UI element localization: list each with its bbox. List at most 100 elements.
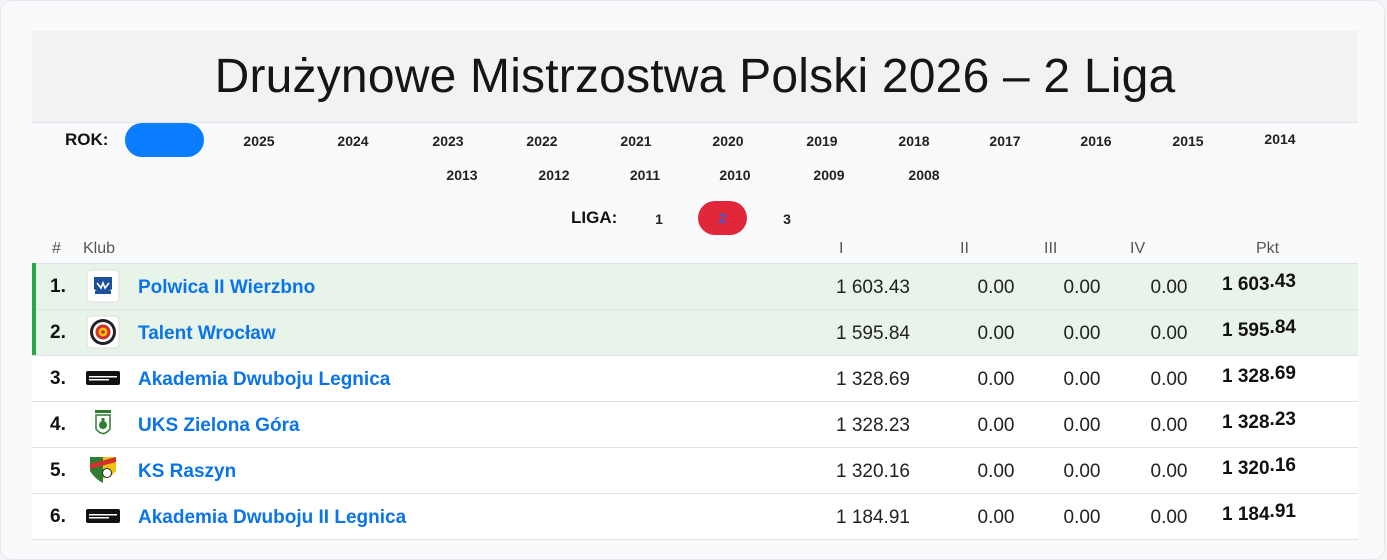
- year-label: ROK:: [65, 130, 109, 149]
- round-2-score: 0.00: [977, 369, 1015, 390]
- polwica-crest-icon: [86, 269, 120, 303]
- year-button-2013[interactable]: 2013: [446, 167, 478, 183]
- year-button-2021[interactable]: 2021: [620, 133, 652, 149]
- round-2-score: 0.00: [977, 507, 1015, 528]
- round-2-score: 0.00: [977, 277, 1015, 298]
- year-button-2010[interactable]: 2010: [719, 167, 751, 183]
- round-2-score: 0.00: [977, 323, 1015, 344]
- club-link[interactable]: Polwica II Wierzbno: [138, 277, 316, 298]
- points-integer: 1 595: [1222, 320, 1270, 341]
- standings-table: 1. Polwica II Wierzbno 1 603.43 0.00 0.0…: [32, 263, 1358, 540]
- archery-target-icon: [86, 315, 120, 349]
- club-link[interactable]: Akademia Dwuboju Legnica: [138, 369, 391, 390]
- year-button-2012[interactable]: 2012: [538, 167, 570, 183]
- league-button-2-selected[interactable]: 2: [698, 201, 747, 235]
- table-row: 2. Talent Wrocław 1 595.84 0.00 0.00 0.0…: [32, 309, 1358, 355]
- round-3-score: 0.00: [1063, 323, 1101, 344]
- year-button-2025[interactable]: 2025: [243, 133, 275, 149]
- title-banner: Drużynowe Mistrzostwa Polski 2026 – 2 Li…: [32, 31, 1358, 123]
- points-integer: 1 603: [1222, 274, 1270, 295]
- rank: 6.: [50, 506, 66, 527]
- points-integer: 1 328: [1222, 412, 1270, 433]
- column-header-rank: #: [52, 240, 61, 257]
- year-button-2011[interactable]: 2011: [629, 167, 661, 183]
- table-row: 4. UKS Zielona Góra 1 328.23 0.00 0.00 0…: [32, 401, 1358, 447]
- round-1-score: 1 595.84: [836, 323, 910, 344]
- round-1-score: 1 320.16: [836, 461, 910, 482]
- round-2-score: 0.00: [977, 415, 1015, 436]
- round-2-score: 0.00: [977, 461, 1015, 482]
- raszyn-crest-icon: [86, 453, 120, 487]
- round-1-score: 1 328.23: [836, 415, 910, 436]
- rank: 2.: [50, 322, 66, 343]
- club-link[interactable]: Talent Wrocław: [138, 323, 276, 344]
- year-button-2015[interactable]: 2015: [1172, 133, 1204, 149]
- points-decimal: .91: [1269, 501, 1296, 522]
- points-integer: 1 184: [1222, 504, 1270, 525]
- round-3-score: 0.00: [1063, 461, 1101, 482]
- column-header-club: Klub: [83, 240, 116, 257]
- round-1-score: 1 603.43: [836, 277, 910, 298]
- page-title: Drużynowe Mistrzostwa Polski 2026 – 2 Li…: [214, 50, 1176, 103]
- round-3-score: 0.00: [1063, 369, 1101, 390]
- year-button-2018[interactable]: 2018: [898, 133, 930, 149]
- column-header-round-3: III: [1044, 240, 1058, 257]
- club-link[interactable]: KS Raszyn: [138, 461, 237, 482]
- league-button-3[interactable]: 3: [783, 211, 791, 227]
- column-header-round-4: IV: [1130, 240, 1146, 257]
- year-button-2016[interactable]: 2016: [1080, 133, 1112, 149]
- year-button-2020[interactable]: 2020: [712, 133, 744, 149]
- table-row: 3. Akademia Dwuboju Legnica 1 328.69 0.0…: [32, 355, 1358, 401]
- year-button-2014[interactable]: 2014: [1264, 131, 1296, 147]
- points-decimal: .23: [1269, 409, 1296, 430]
- dwuboju-logo: [86, 499, 120, 533]
- points-integer: 1 328: [1222, 366, 1270, 387]
- table-row: 6. Akademia Dwuboju II Legnica 1 184.91 …: [32, 493, 1358, 540]
- round-4-score: 0.00: [1150, 507, 1188, 528]
- round-1-score: 1 328.69: [836, 369, 910, 390]
- year-button-2024[interactable]: 2024: [337, 133, 369, 149]
- points-total: 1 595.84: [1222, 317, 1296, 342]
- column-header-round-2: II: [960, 240, 969, 257]
- points-decimal: .69: [1269, 363, 1296, 384]
- league-label: LIGA:: [571, 208, 618, 227]
- points-decimal: .43: [1269, 271, 1296, 292]
- column-header-round-1: I: [839, 240, 844, 257]
- year-button-2017[interactable]: 2017: [989, 133, 1021, 149]
- rank: 1.: [50, 276, 66, 297]
- round-4-score: 0.00: [1150, 369, 1188, 390]
- round-1-score: 1 184.91: [836, 507, 910, 528]
- rank: 3.: [50, 368, 66, 389]
- year-button-2022[interactable]: 2022: [526, 133, 558, 149]
- club-link[interactable]: Akademia Dwuboju II Legnica: [138, 507, 407, 528]
- table-row: 5. KS Raszyn 1 320.16 0.00 0.00 0.00 1 3…: [32, 447, 1358, 493]
- rank: 5.: [50, 460, 66, 481]
- round-4-score: 0.00: [1150, 461, 1188, 482]
- points-total: 1 603.43: [1222, 271, 1296, 296]
- table-row: 1. Polwica II Wierzbno 1 603.43 0.00 0.0…: [32, 263, 1358, 309]
- points-decimal: .84: [1269, 317, 1296, 338]
- club-link[interactable]: UKS Zielona Góra: [138, 415, 300, 436]
- points-decimal: .16: [1269, 455, 1296, 476]
- round-3-score: 0.00: [1063, 415, 1101, 436]
- round-3-score: 0.00: [1063, 507, 1101, 528]
- round-3-score: 0.00: [1063, 277, 1101, 298]
- points-total: 1 328.23: [1222, 409, 1296, 434]
- year-button-2019[interactable]: 2019: [806, 133, 838, 149]
- year-button-2023[interactable]: 2023: [432, 133, 464, 149]
- round-4-score: 0.00: [1150, 277, 1188, 298]
- dwuboju-logo: [86, 361, 120, 395]
- round-4-score: 0.00: [1150, 323, 1188, 344]
- points-integer: 1 320: [1222, 458, 1270, 479]
- league-button-1[interactable]: 1: [655, 211, 663, 227]
- year-button-2008[interactable]: 2008: [908, 167, 940, 183]
- rank: 4.: [50, 414, 66, 435]
- uks-crest-icon: [86, 407, 120, 441]
- year-button-2026-selected[interactable]: 2026: [125, 123, 204, 157]
- column-header-points: Pkt: [1256, 240, 1280, 257]
- points-total: 1 328.69: [1222, 363, 1296, 388]
- points-total: 1 320.16: [1222, 455, 1296, 480]
- round-4-score: 0.00: [1150, 415, 1188, 436]
- year-button-2009[interactable]: 2009: [813, 167, 845, 183]
